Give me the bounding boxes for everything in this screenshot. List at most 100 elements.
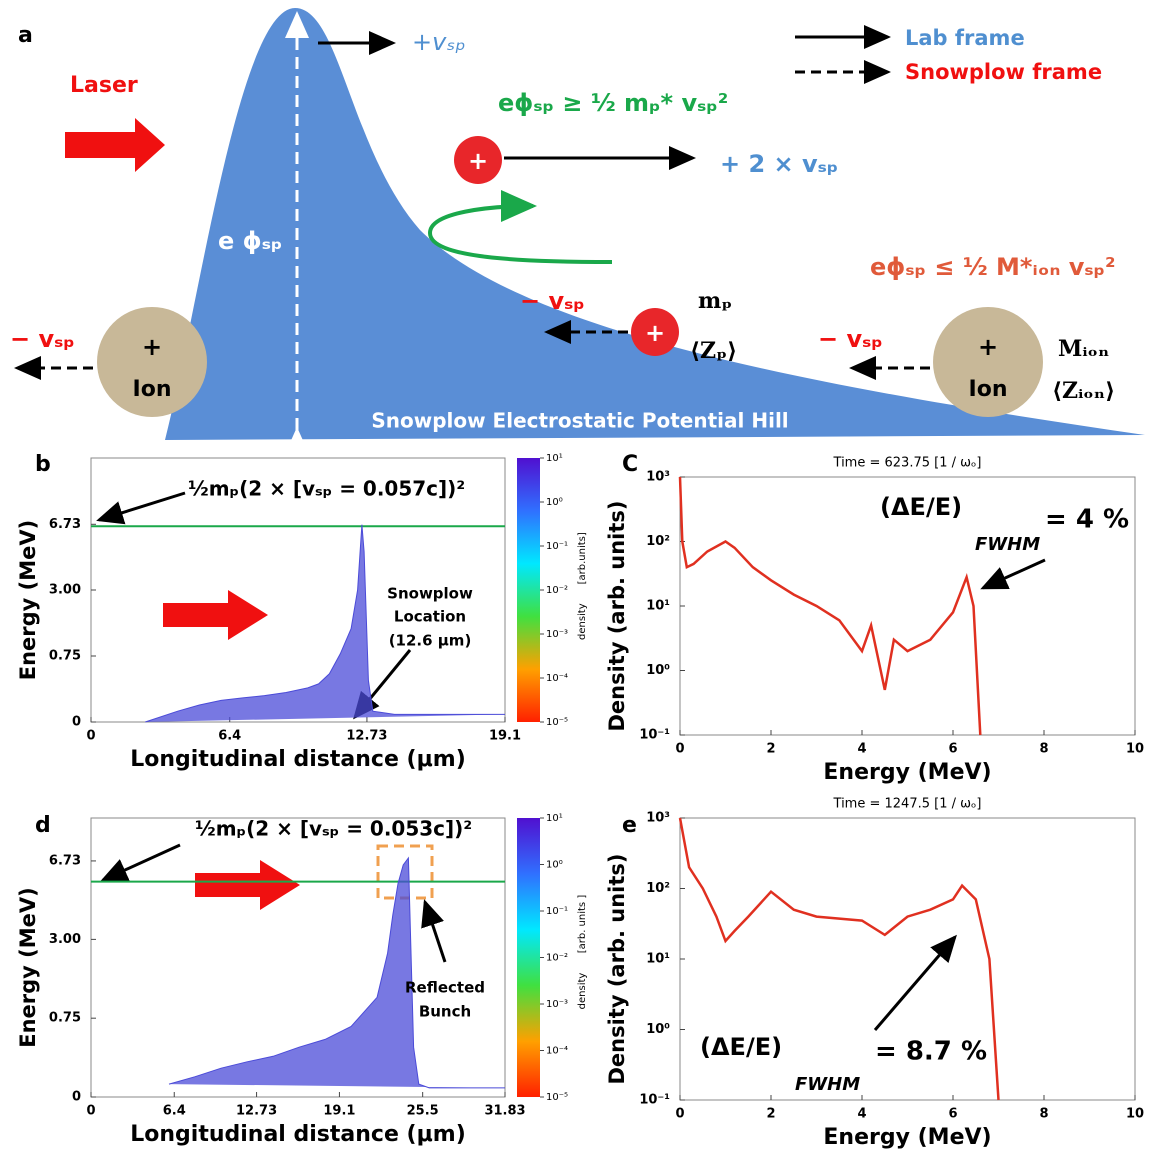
chart-title: Time = 1247.5 [1 / ωₒ] [833,797,982,812]
label: Mᵢₒₙ [1058,336,1109,362]
colorbar-tick-label: 10⁰ [546,497,563,508]
x-axis-label: Longitudinal distance (μm) [130,747,466,772]
colorbar-label: density [577,973,588,1010]
x-tick-label: 2 [766,742,775,757]
y-tick-label: 10² [646,534,670,549]
colorbar-tick-label: 10¹ [546,453,563,464]
y-axis-label: Energy (MeV) [16,520,40,681]
y-tick-label: 10⁰ [646,1022,670,1037]
label: + 2 × vₛₚ [720,150,838,178]
charge: + [645,319,665,347]
y-tick-label: 10⁻¹ [639,728,670,743]
annotation: (ΔE/E) [880,493,962,521]
panel-label: b [35,452,51,477]
y-tick-label: 0 [72,715,81,730]
y-tick-label: 10³ [646,811,670,826]
annotation-arrow [96,491,186,525]
colorbar-tick-label: 10⁻¹ [546,906,568,917]
panel-label: e [622,813,637,838]
particle-band [168,856,505,1089]
annotation: ½mₚ(2 × [vₛₚ = 0.053c])² [195,817,472,841]
x-tick-label: 19.1 [489,729,521,744]
charge: + [978,333,998,361]
y-tick-label: 10³ [646,470,670,485]
equation: eϕₛₚ ≥ ½ mₚ* vₛₚ² [498,89,728,117]
panel-label: C [622,452,638,477]
x-tick-label: 19.1 [323,1104,355,1119]
annotation: = 4 % [1045,505,1129,535]
annotation: Bunch [419,1003,471,1021]
y-tick-label: 10¹ [646,599,670,614]
colorbar-tick-label: 10¹ [546,813,563,824]
label: Ion [969,377,1008,402]
legend-label: Snowplow frame [905,60,1102,84]
y-tick-label: 10¹ [646,952,670,967]
x-tick-label: 10 [1126,1107,1144,1122]
colorbar-tick-label: 10⁻⁴ [546,673,568,684]
ion-left [97,307,207,417]
x-tick-label: 10 [1126,742,1144,757]
x-tick-label: 31.83 [484,1104,525,1119]
colorbar-tick-label: 10⁻⁵ [546,717,568,728]
direction-arrow [195,860,300,910]
x-axis-label: Longitudinal distance (μm) [130,1122,466,1147]
proton [631,308,679,356]
particle-band [145,524,505,723]
laser-arrow [65,118,165,172]
colorbar-tick-label: 10⁻² [546,953,568,964]
annotation: FWHM [975,534,1040,555]
label: − vₛₚ [10,325,75,353]
x-tick-label: 4 [857,1107,866,1122]
x-tick-label: 0 [86,729,95,744]
label: ⟨Zₚ⟩ [690,338,737,364]
y-tick-label: 6.73 [49,517,81,532]
x-tick-label: 6 [948,1107,957,1122]
annotation: ½mₚ(2 × [vₛₚ = 0.057c])² [188,477,465,501]
y-tick-label: 3.00 [49,932,81,947]
x-tick-label: 6.4 [218,729,241,744]
annotation: Reflected [405,979,485,997]
y-tick-label: 6.73 [49,853,81,868]
potential-hill [165,8,1145,440]
annotation-arrow [421,899,447,963]
colorbar-tick-label: 10⁻⁵ [546,1092,568,1103]
x-tick-label: 6.4 [163,1104,186,1119]
colorbar-units: [arb.units] [577,532,588,584]
direction-arrow [163,590,268,640]
y-axis-label: Density (arb. units) [605,500,629,731]
label: Ion [133,377,172,402]
equation: eϕₛₚ ≤ ½ M*ᵢₒₙ vₛₚ² [870,253,1116,281]
label: +vₛₚ [412,28,466,56]
colorbar-tick-label: 10⁻² [546,585,568,596]
annotation: (12.6 μm) [389,632,472,650]
x-tick-label: 2 [766,1107,775,1122]
annotation: Location [394,608,466,626]
label: Laser [70,73,138,98]
annotation-arrow [980,558,1046,590]
colorbar-tick-label: 10⁻³ [546,999,568,1010]
y-tick-label: 10⁻¹ [639,1093,670,1108]
panel-label: a [18,23,33,48]
y-axis-label: Energy (MeV) [16,887,40,1048]
x-tick-label: 8 [1039,742,1048,757]
colorbar-tick-label: 10⁻³ [546,629,568,640]
panel-a: a Laser +vₛₚ eϕₛₚ ≥ ½ mₚ* vₛₚ² + 2 × vₛₚ… [10,8,1145,454]
x-tick-label: 0 [675,1107,684,1122]
spectrum-line [678,476,982,736]
reflection-path [427,190,613,264]
colorbar [517,818,540,1097]
legend-label: Lab frame [905,26,1025,50]
label: e ϕₛₚ [218,227,282,255]
y-tick-label: 0 [72,1090,81,1105]
x-tick-label: 0 [86,1104,95,1119]
annotation-arrow [873,934,957,1031]
colorbar-units: [arb. units ] [577,895,588,954]
charge: + [468,147,488,175]
label: ⟨Zᵢₒₙ⟩ [1052,378,1115,404]
proton-reflected [454,136,502,184]
x-tick-label: 6 [948,742,957,757]
label: − vₛₚ [818,325,883,353]
x-tick-label: 12.73 [236,1104,277,1119]
label: − vₛₚ [520,287,585,315]
